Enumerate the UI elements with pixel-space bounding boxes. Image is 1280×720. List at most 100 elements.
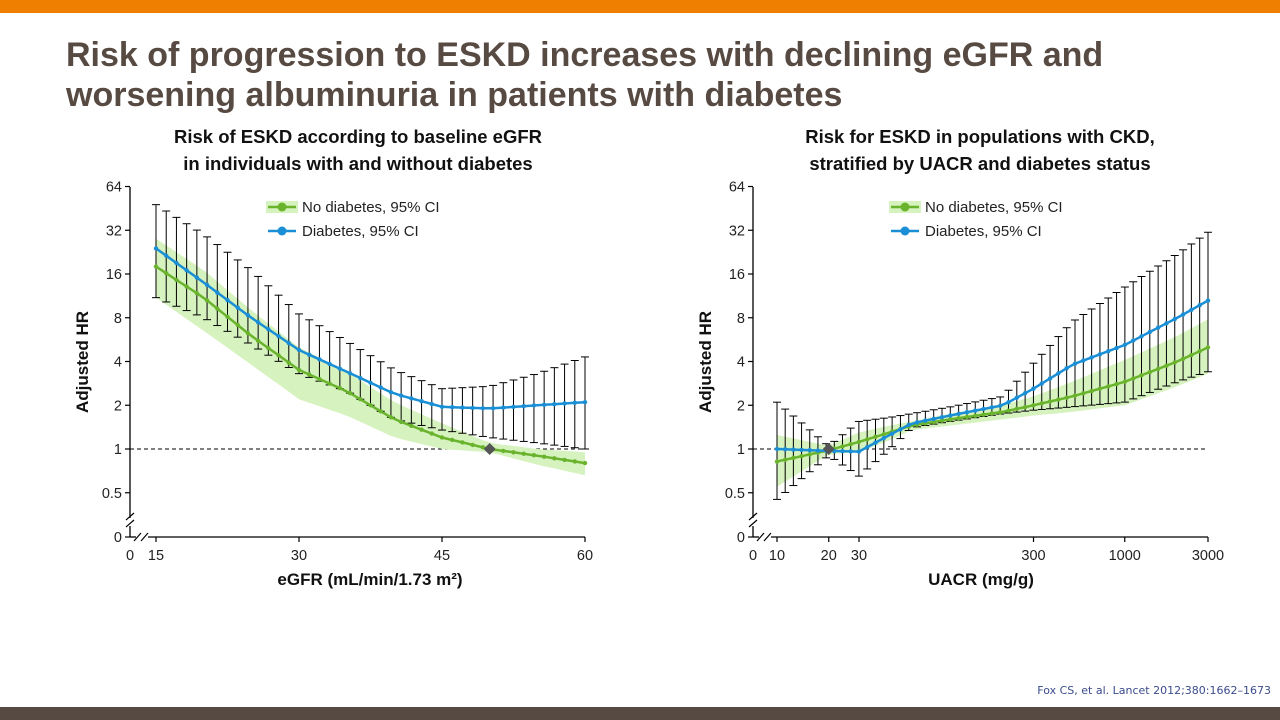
citation: Fox CS, et al. Lancet 2012;380:1662–1673 xyxy=(1037,684,1271,697)
no-diabetes-point xyxy=(1006,408,1011,413)
x-tick-label: 0 xyxy=(126,548,134,564)
diabetes-point xyxy=(939,414,945,420)
no-diabetes-point xyxy=(1089,388,1094,394)
y-axis-title: Adjusted HR xyxy=(696,311,715,413)
y-tick-label: 1 xyxy=(737,442,745,458)
y-tick-label: 8 xyxy=(737,311,745,327)
diabetes-point xyxy=(419,399,424,404)
diabetes-point xyxy=(981,406,986,412)
y-tick-label: 0.5 xyxy=(725,486,745,502)
diabetes-point xyxy=(490,406,496,411)
no-diabetes-point xyxy=(881,432,887,437)
diabetes-point xyxy=(1189,307,1194,313)
no-diabetes-point xyxy=(235,322,240,328)
diabetes-point xyxy=(480,406,486,411)
diabetes-point xyxy=(1014,395,1020,400)
diabetes-point xyxy=(989,405,995,410)
x-tick-label: 20 xyxy=(821,548,837,564)
no-diabetes-point xyxy=(989,411,995,416)
x-tick-label: 30 xyxy=(851,548,867,564)
no-diabetes-point xyxy=(840,444,845,449)
x-tick-label: 3000 xyxy=(1192,548,1224,564)
diabetes-point xyxy=(1130,338,1136,343)
no-diabetes-point xyxy=(1081,391,1086,396)
no-diabetes-point xyxy=(337,385,343,391)
no-diabetes-point xyxy=(276,353,281,358)
diabetes-point xyxy=(317,357,322,362)
no-diabetes-point xyxy=(358,397,363,402)
no-diabetes-point xyxy=(1014,406,1020,412)
no-diabetes-point xyxy=(964,414,970,420)
diabetes-point xyxy=(225,297,230,303)
diabetes-point xyxy=(153,246,159,251)
no-diabetes-point xyxy=(255,338,261,343)
no-diabetes-point xyxy=(948,417,953,422)
diabetes-point xyxy=(807,448,812,453)
no-diabetes-point xyxy=(1122,379,1128,384)
diabetes-point xyxy=(164,253,169,258)
no-diabetes-point xyxy=(164,271,169,276)
diabetes-point xyxy=(174,260,179,266)
no-diabetes-point xyxy=(1031,403,1036,408)
y-tick-label: 16 xyxy=(729,267,745,283)
diabetes-point xyxy=(276,333,281,339)
no-diabetes-point xyxy=(782,457,788,462)
chart-title-line: in individuals with and without diabetes xyxy=(183,153,532,174)
y-tick-label: 64 xyxy=(106,180,122,196)
x-tick-label: 0 xyxy=(749,548,757,564)
y-tick-label: 1 xyxy=(114,442,122,458)
no-diabetes-point xyxy=(997,410,1003,415)
no-diabetes-point xyxy=(204,298,210,303)
diabetes-point xyxy=(1081,358,1086,363)
no-diabetes-point xyxy=(317,376,322,382)
diabetes-point xyxy=(1006,399,1011,405)
y-tick-label: 0.5 xyxy=(102,486,122,502)
diabetes-point xyxy=(1072,361,1078,366)
diabetes-point xyxy=(307,352,312,357)
no-diabetes-point xyxy=(174,277,179,283)
diabetes-point xyxy=(562,401,567,406)
chart-title-line: Risk for ESKD in populations with CKD, xyxy=(805,126,1154,147)
diabetes-point xyxy=(964,410,970,415)
diabetes-point xyxy=(1155,325,1161,330)
no-diabetes-point xyxy=(1072,393,1078,398)
y-tick-label: 0 xyxy=(114,530,122,546)
legend-label: Diabetes, 95% CI xyxy=(302,223,419,240)
no-diabetes-point xyxy=(501,448,506,454)
y-tick-label: 64 xyxy=(729,180,745,196)
diabetes-point xyxy=(286,340,291,346)
diabetes-point xyxy=(1205,298,1211,303)
chart-title-line: Risk of ESKD according to baseline eGFR xyxy=(174,126,542,147)
no-diabetes-point xyxy=(1064,395,1069,400)
no-diabetes-point xyxy=(378,409,383,414)
no-diabetes-point xyxy=(1097,386,1103,391)
no-diabetes-point xyxy=(307,372,312,377)
diabetes-point xyxy=(572,400,577,406)
no-diabetes-point xyxy=(931,419,936,425)
diabetes-point xyxy=(889,431,895,436)
no-diabetes-point xyxy=(531,452,537,458)
no-diabetes-point xyxy=(582,460,588,466)
diabetes-point xyxy=(296,347,302,353)
no-diabetes-point xyxy=(1047,399,1053,404)
diabetes-point xyxy=(184,268,189,273)
no-diabetes-point xyxy=(398,419,404,425)
no-diabetes-point xyxy=(1022,404,1028,410)
no-diabetes-point xyxy=(184,284,189,289)
diabetes-point xyxy=(235,305,240,310)
no-diabetes-point xyxy=(774,459,780,464)
no-diabetes-ci-band xyxy=(777,319,1208,487)
no-diabetes-point xyxy=(1197,349,1202,354)
diabetes-point xyxy=(521,403,526,409)
diabetes-point xyxy=(255,320,261,325)
no-diabetes-point xyxy=(1164,363,1169,368)
legend-marker-icon xyxy=(277,202,287,212)
no-diabetes-point xyxy=(327,381,332,386)
no-diabetes-point xyxy=(1155,366,1161,372)
diabetes-point xyxy=(388,389,394,395)
diabetes-point xyxy=(948,413,953,418)
diabetes-point xyxy=(1022,391,1028,396)
no-diabetes-point xyxy=(1180,356,1186,362)
diabetes-point xyxy=(470,405,475,411)
